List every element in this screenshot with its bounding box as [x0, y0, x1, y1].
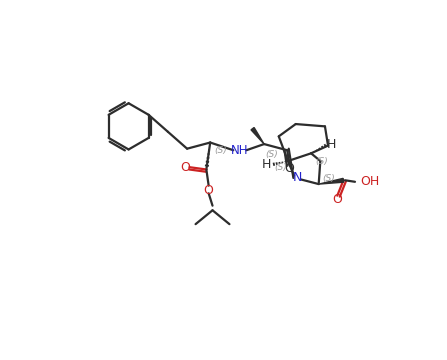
Polygon shape [251, 127, 264, 144]
Text: O: O [332, 193, 342, 206]
Text: N: N [292, 171, 302, 184]
Text: H: H [327, 138, 337, 150]
Text: (S): (S) [315, 157, 328, 166]
Polygon shape [319, 178, 344, 184]
Text: O: O [180, 161, 190, 174]
Text: (S): (S) [266, 150, 278, 159]
Text: OH: OH [360, 175, 380, 188]
Text: (S): (S) [323, 174, 335, 183]
Text: H: H [262, 158, 271, 171]
Text: (S): (S) [274, 163, 287, 172]
Text: O: O [285, 162, 295, 175]
Text: NH: NH [231, 144, 248, 157]
Text: (S): (S) [214, 147, 227, 156]
Text: O: O [204, 184, 214, 197]
